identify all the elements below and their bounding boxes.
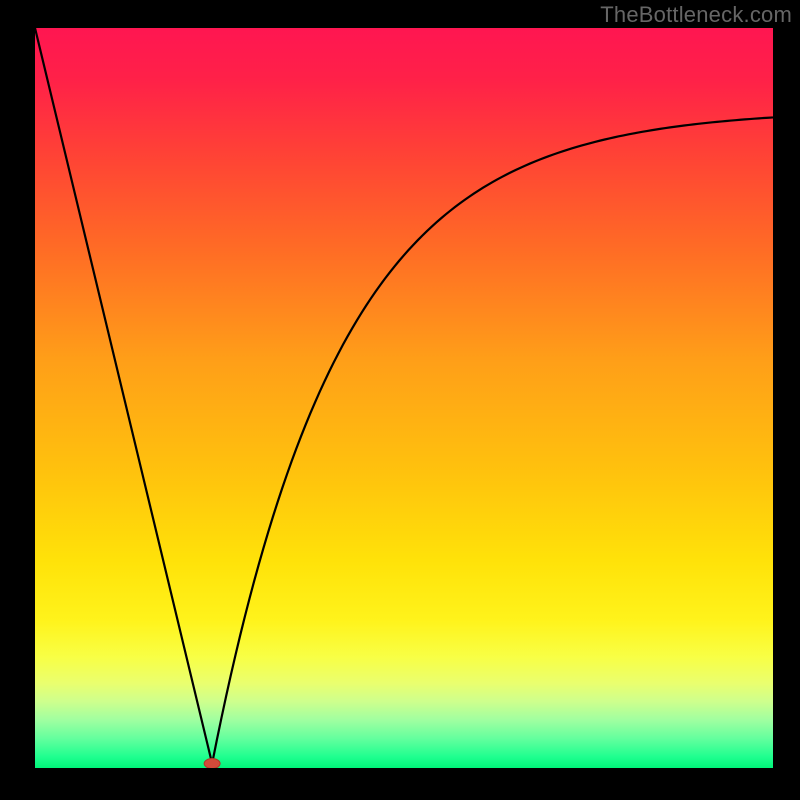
watermark-text: TheBottleneck.com: [600, 2, 792, 28]
stage: TheBottleneck.com: [0, 0, 800, 800]
chart-svg: [35, 28, 773, 768]
dip-marker: [204, 759, 220, 768]
chart-background: [35, 28, 773, 768]
chart-plot-area: [35, 28, 773, 768]
